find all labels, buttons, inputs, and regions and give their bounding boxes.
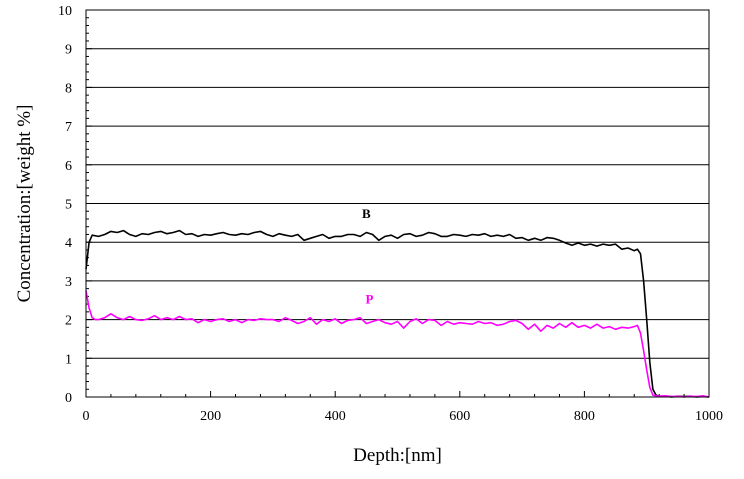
y-axis-title: Concentration:[weight %]: [14, 105, 35, 303]
series-line-b: [85, 229, 710, 398]
x-tick-label: 200: [200, 409, 221, 424]
x-tick-label: 0: [83, 409, 90, 424]
x-tick-label: 600: [449, 409, 470, 424]
x-tick-labels: 0 200 400 600 800 1000: [83, 409, 724, 424]
y-tick-label: 6: [65, 159, 72, 174]
y-tick-labels: 0 1 2 3 4 5 6 7 8 9 10: [58, 4, 72, 406]
y-tick-label: 1: [65, 352, 72, 367]
series-label-p: P: [365, 291, 373, 306]
y-tick-label: 4: [65, 236, 72, 251]
y-tick-label: 10: [58, 4, 72, 19]
plot-area-frame: [85, 9, 710, 398]
x-tick-label: 800: [574, 409, 595, 424]
series-label-b: B: [362, 206, 371, 221]
y-tick-label: 0: [65, 391, 72, 406]
y-tick-label: 3: [65, 275, 72, 290]
y-tick-label: 5: [65, 198, 72, 213]
y-tick-label: 7: [65, 120, 72, 135]
annotation-layer: BP: [362, 206, 373, 306]
series-line-p: [85, 290, 710, 398]
y-minor-ticks: [86, 9, 92, 398]
x-ticks: [85, 391, 710, 397]
x-tick-label: 400: [325, 409, 346, 424]
grid-lines: [86, 48, 709, 359]
x-tick-label: 1000: [695, 409, 723, 424]
y-tick-label: 8: [65, 81, 72, 96]
x-axis-title: Depth:[nm]: [353, 445, 442, 466]
y-tick-label: 2: [65, 314, 72, 329]
y-tick-label: 9: [65, 43, 72, 58]
series-layer: [85, 229, 710, 398]
